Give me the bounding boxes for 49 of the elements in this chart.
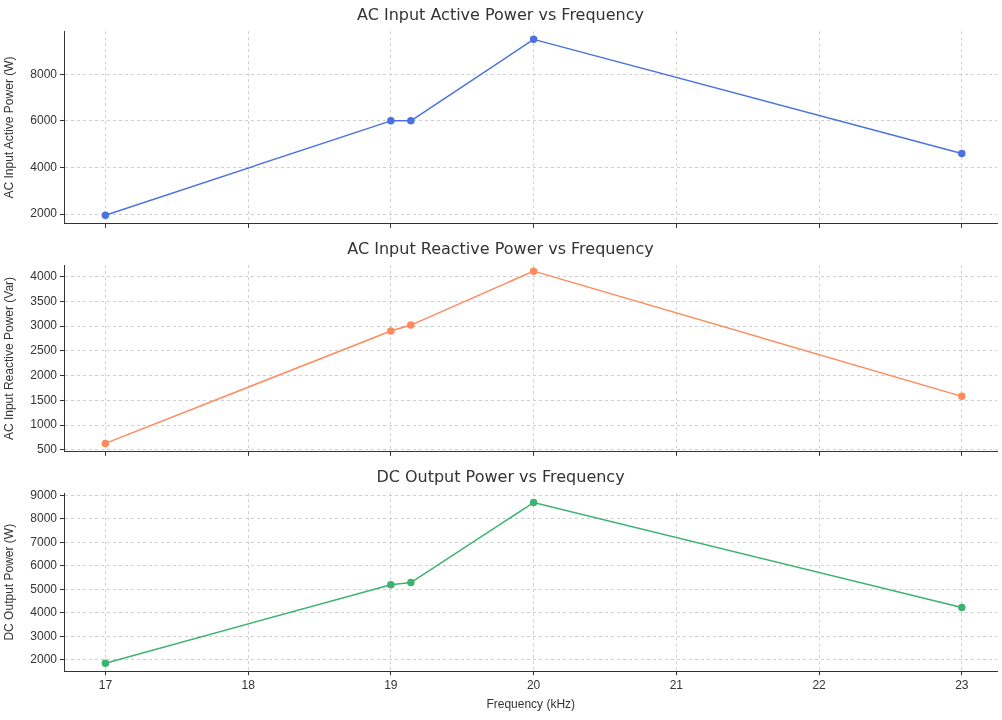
x-tick-label: 19 — [384, 677, 398, 692]
y-tick-label: 9000 — [30, 487, 58, 502]
y-tick-label: 4000 — [30, 605, 58, 620]
chart-title: DC Output Power vs Frequency — [376, 466, 625, 486]
point — [101, 211, 110, 219]
point — [101, 659, 110, 667]
point — [958, 392, 966, 401]
y-tick-label: 3000 — [30, 318, 58, 333]
y-tick-label: 2500 — [30, 343, 58, 358]
point — [529, 35, 538, 44]
y-tick-label: 6000 — [30, 113, 58, 128]
x-tick-label: 20 — [526, 677, 541, 692]
y-tick-label: 500 — [36, 442, 58, 457]
y-tick-label: 2000 — [30, 652, 58, 667]
point — [387, 580, 395, 589]
y-tick-label: 7000 — [30, 534, 58, 549]
x-tick-label: 22 — [812, 677, 827, 692]
point — [529, 267, 538, 275]
y-tick-label: 6000 — [30, 558, 58, 573]
y-axis-title: AC Input Active Power (W) — [1, 56, 16, 199]
y-tick-label: 4000 — [30, 159, 58, 174]
point — [387, 117, 395, 125]
point — [407, 321, 415, 329]
y-tick-label: 4000 — [30, 268, 58, 283]
point — [407, 117, 415, 125]
point — [958, 149, 966, 158]
y-tick-label: 2000 — [30, 206, 58, 221]
y-tick-label: 1500 — [30, 392, 58, 407]
y-tick-label: 3500 — [30, 293, 58, 308]
x-tick-label: 21 — [669, 677, 684, 692]
y-tick-label: 5000 — [30, 581, 58, 596]
chart-title: AC Input Active Power vs Frequency — [356, 4, 645, 24]
y-tick-label: 8000 — [30, 511, 58, 526]
point — [529, 498, 538, 507]
y-tick-label: 8000 — [30, 66, 58, 81]
point — [387, 327, 395, 335]
x-tick-label: 18 — [241, 677, 256, 692]
y-axis-title: AC Input Reactive Power (Var) — [1, 276, 16, 441]
point — [101, 439, 110, 448]
point — [407, 578, 415, 587]
x-axis-title: Frequency (kHz) — [486, 697, 576, 712]
x-tick-label: 23 — [955, 677, 969, 692]
y-tick-label: 1000 — [30, 417, 58, 432]
x-tick-label: 17 — [98, 677, 113, 692]
point — [958, 603, 966, 612]
y-axis-title: DC Output Power (W) — [1, 523, 16, 641]
y-tick-label: 3000 — [30, 628, 58, 643]
chart-title: AC Input Reactive Power vs Frequency — [347, 238, 654, 258]
y-tick-label: 2000 — [30, 367, 58, 382]
